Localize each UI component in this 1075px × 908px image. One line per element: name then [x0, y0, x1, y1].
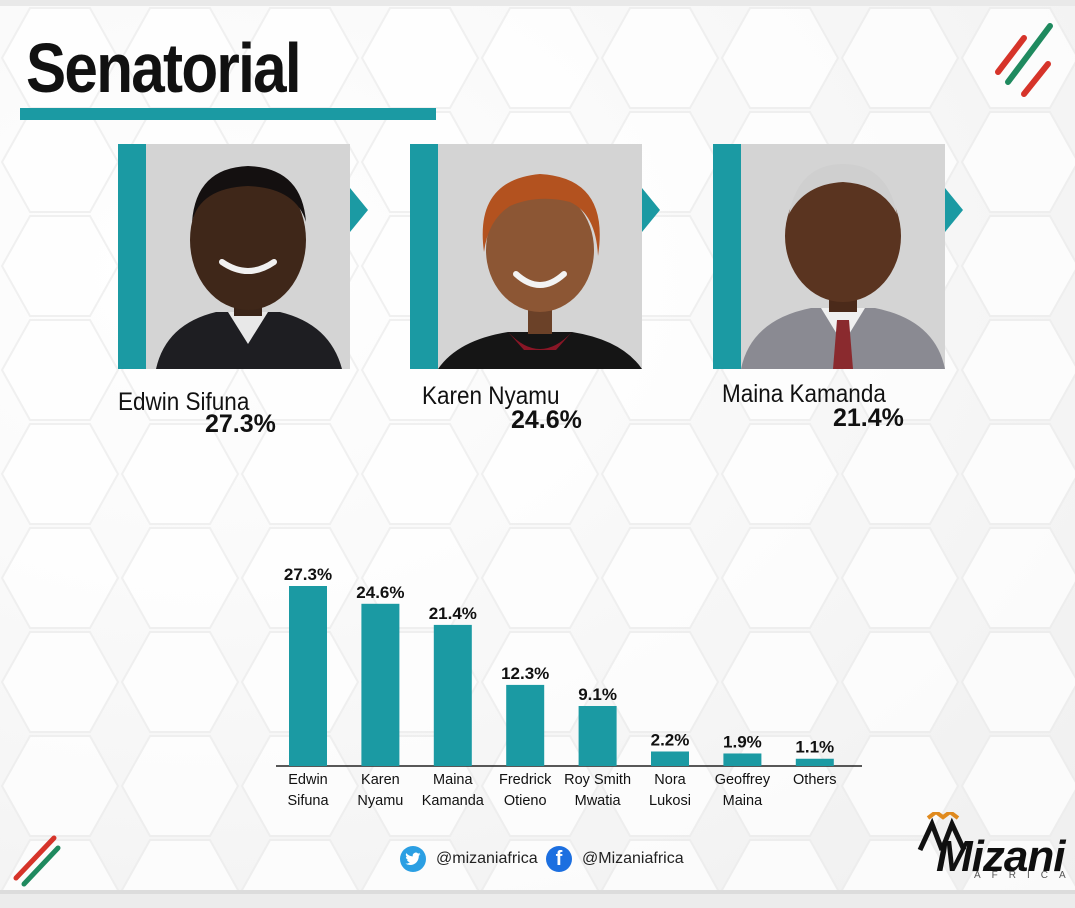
- bar: [361, 603, 400, 766]
- category-label: Fredrick Otieno: [499, 772, 552, 809]
- logo-subtext: AFRICA: [974, 870, 1075, 881]
- category-label: Edwin Sifuna: [287, 772, 329, 809]
- top-border: [0, 0, 1075, 6]
- corner-stripes-icon: [13, 835, 61, 887]
- bar-value-label: 21.4%: [429, 604, 477, 623]
- candidate-percent: 21.4%: [833, 404, 904, 432]
- twitter-bird-icon: [400, 846, 426, 872]
- category-label: Roy Smith Mwatia: [564, 772, 631, 809]
- candidate-photo: [146, 144, 350, 369]
- card-accent-bar: [118, 144, 146, 369]
- candidate-percent: 24.6%: [511, 406, 582, 434]
- brand-stripes-icon: [995, 23, 1053, 97]
- bar-value-label: 24.6%: [356, 583, 404, 602]
- bar: [506, 684, 545, 766]
- logo-text: Mizani: [936, 832, 1065, 881]
- bar-value-label: 1.1%: [795, 738, 834, 757]
- category-label: Others: [793, 772, 837, 788]
- candidate-name: Karen Nyamu: [422, 382, 560, 410]
- page-title: Senatorial: [26, 29, 302, 107]
- bar: [795, 758, 834, 766]
- candidate-card-1: [118, 144, 368, 369]
- bar-value-label: 9.1%: [578, 685, 617, 704]
- title-underline: [20, 108, 436, 120]
- portrait-woman-icon: [438, 174, 642, 369]
- candidate-card-2: [410, 144, 660, 369]
- bar: [578, 706, 617, 766]
- bar-value-label: 1.9%: [723, 732, 762, 751]
- bottom-border: [0, 890, 1075, 908]
- bar: [723, 753, 762, 766]
- bar: [289, 586, 327, 766]
- category-label: Maina Kamanda: [422, 772, 485, 809]
- bar-value-label: 27.3%: [284, 565, 332, 584]
- candidate-name: Edwin Sifuna: [118, 388, 250, 416]
- candidate-name: Maina Kamanda: [722, 380, 886, 408]
- candidate-card-3: [713, 144, 963, 369]
- bar-value-label: 12.3%: [501, 664, 549, 683]
- card-arrow-icon: [945, 188, 963, 232]
- bar: [651, 751, 689, 766]
- scale-logo-icon: [917, 812, 967, 852]
- mizani-logo: Mizani AFRICA: [912, 810, 1072, 882]
- facebook-handle[interactable]: f @Mizaniafrica: [546, 846, 684, 872]
- facebook-f-icon: f: [546, 846, 572, 872]
- card-accent-bar: [713, 144, 741, 369]
- bar: [433, 624, 472, 766]
- bar-value-label: 2.2%: [651, 730, 690, 749]
- candidate-percent: 27.3%: [205, 410, 276, 438]
- card-arrow-icon: [642, 188, 660, 232]
- category-label: Geoffrey Maina: [715, 772, 771, 809]
- twitter-handle[interactable]: @mizaniafrica: [400, 846, 538, 872]
- portrait-elder-man-icon: [741, 164, 945, 369]
- card-arrow-icon: [350, 188, 368, 232]
- candidate-photo: [438, 144, 642, 369]
- category-label: Nora Lukosi: [649, 772, 691, 809]
- twitter-handle-text: @mizaniafrica: [436, 850, 538, 867]
- portrait-man-icon: [156, 166, 342, 369]
- category-label: Karen Nyamu: [357, 772, 403, 809]
- facebook-handle-text: @Mizaniafrica: [582, 850, 684, 867]
- candidate-photo: [741, 144, 945, 369]
- card-accent-bar: [410, 144, 438, 369]
